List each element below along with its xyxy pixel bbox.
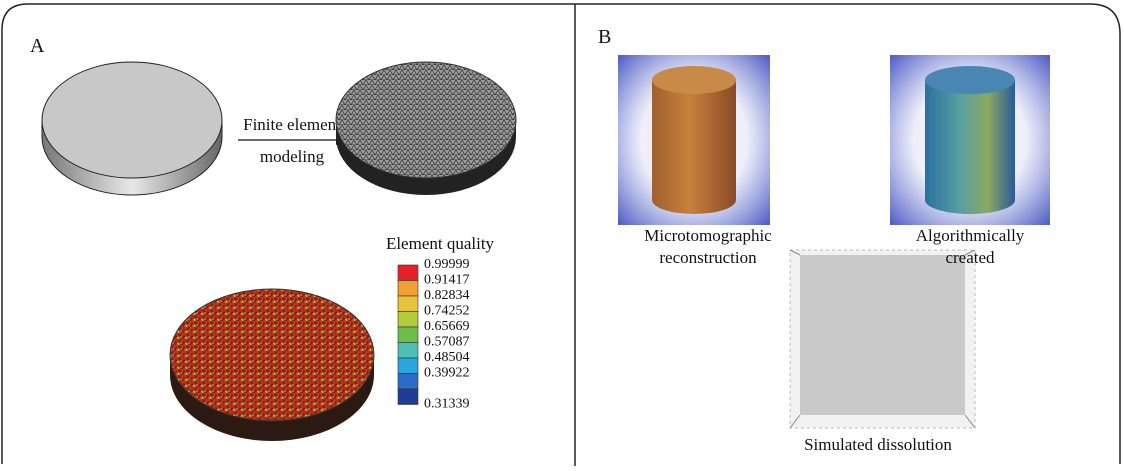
legend-swatch <box>398 265 418 281</box>
caption: Simulated dissolution <box>804 435 952 454</box>
volume-render <box>790 250 975 428</box>
legend: 0.999990.914170.828340.742520.656690.570… <box>398 257 470 412</box>
legend-swatch <box>398 358 418 374</box>
volume-render <box>618 55 770 225</box>
legend-label: 0.74252 <box>424 304 470 319</box>
legend-label: 0.82834 <box>424 288 470 303</box>
arrow-label: modeling <box>260 147 325 166</box>
panel-label: B <box>598 26 611 48</box>
panel-label: A <box>30 35 45 57</box>
legend-swatch <box>398 343 418 359</box>
plain-disk <box>42 62 222 195</box>
meshed-disk <box>336 62 516 195</box>
volume-render <box>890 55 1050 225</box>
legend-swatch <box>398 389 418 405</box>
caption: Algorithmically <box>916 226 1025 245</box>
legend-label: 0.39922 <box>424 366 470 381</box>
legend-title: Element quality <box>386 234 495 253</box>
quality-disk <box>170 289 374 441</box>
legend-label: 0.99999 <box>424 257 470 272</box>
legend-swatch <box>398 296 418 312</box>
arrow-label: Finite element <box>243 115 341 134</box>
legend-label: 0.31339 <box>424 397 470 412</box>
legend-swatch <box>398 312 418 328</box>
legend-label: 0.65669 <box>424 319 470 334</box>
figure: A Finite element modeling Element qualit… <box>0 0 1124 466</box>
caption: created <box>945 248 995 267</box>
legend-swatch <box>398 281 418 297</box>
legend-swatch <box>398 374 418 390</box>
legend-swatch <box>398 327 418 343</box>
caption: reconstruction <box>659 248 757 267</box>
caption: Microtomographic <box>644 226 772 245</box>
legend-label: 0.91417 <box>424 273 470 288</box>
legend-label: 0.57087 <box>424 335 470 350</box>
legend-label: 0.48504 <box>424 350 470 365</box>
